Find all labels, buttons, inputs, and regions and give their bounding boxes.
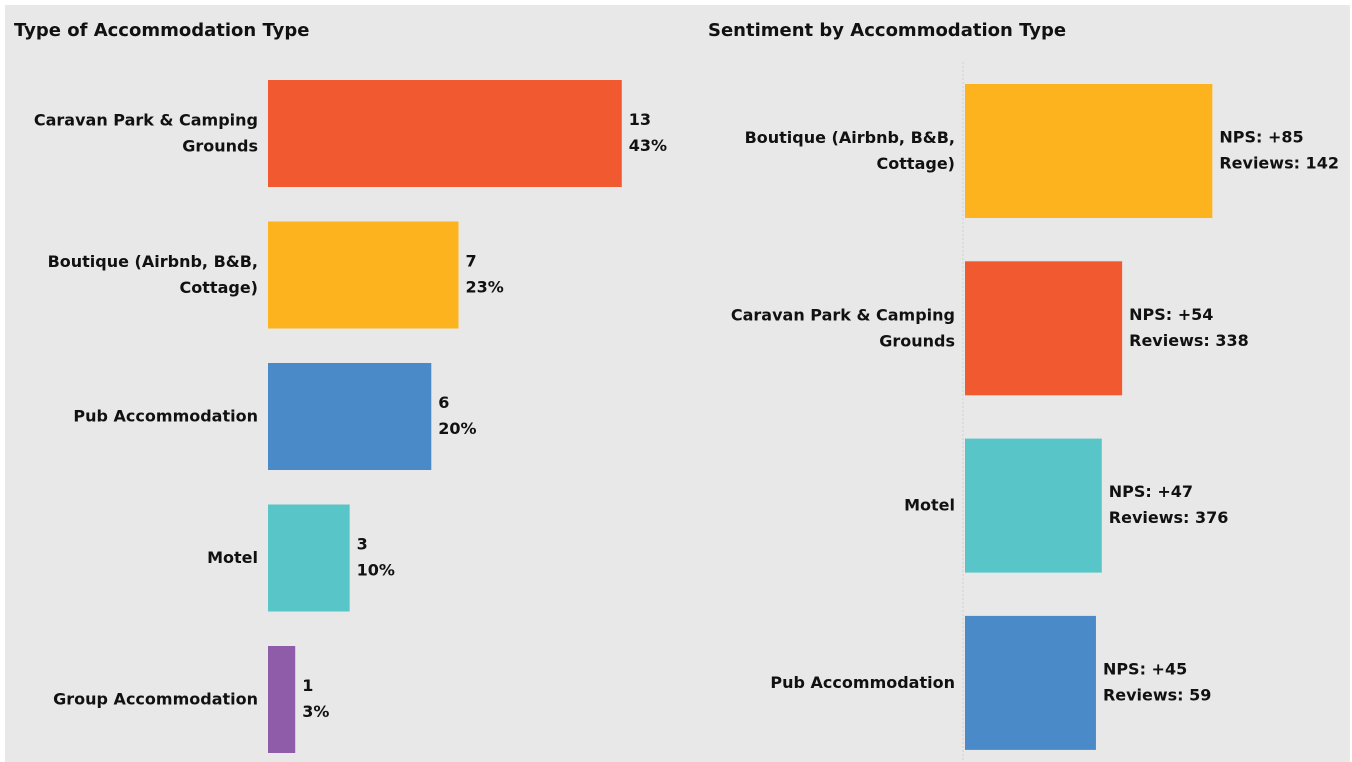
chart-title: Sentiment by Accommodation Type <box>708 20 1066 41</box>
bar <box>268 80 622 187</box>
secondary-label: 10% <box>357 561 395 580</box>
category-label: Caravan Park & Camping Grounds <box>731 305 955 350</box>
category-label: Pub Accommodation <box>73 406 258 425</box>
value-label: NPS: +54 <box>1129 305 1213 324</box>
value-label: 6 <box>438 393 449 412</box>
value-label: 1 <box>302 676 313 695</box>
category-label: Motel <box>207 548 258 567</box>
secondary-label: Reviews: 59 <box>1103 685 1211 704</box>
value-label: NPS: +85 <box>1219 128 1303 147</box>
category-label: Boutique (Airbnb, B&B, Cottage) <box>48 252 258 297</box>
bar <box>965 438 1102 573</box>
chart-title: Type of Accommodation Type <box>14 20 309 41</box>
value-label: 13 <box>629 110 651 129</box>
secondary-label: 3% <box>302 702 329 721</box>
value-label: 3 <box>357 535 368 554</box>
bar <box>965 84 1213 218</box>
category-label: Boutique (Airbnb, B&B, Cottage) <box>745 128 955 173</box>
bar <box>965 615 1096 750</box>
bar <box>268 504 350 612</box>
secondary-label: 43% <box>629 136 667 155</box>
category-label: Motel <box>904 495 955 514</box>
secondary-label: 23% <box>466 278 504 297</box>
category-label: Pub Accommodation <box>770 672 955 691</box>
value-label: 7 <box>466 252 477 271</box>
category-label: Group Accommodation <box>53 689 258 708</box>
secondary-label: Reviews: 376 <box>1109 508 1229 527</box>
value-label: NPS: +47 <box>1109 482 1193 501</box>
secondary-label: 20% <box>438 419 476 438</box>
secondary-label: Reviews: 338 <box>1129 331 1249 350</box>
bar <box>268 221 459 329</box>
category-label: Caravan Park & Camping Grounds <box>34 110 258 155</box>
bar <box>268 363 432 470</box>
secondary-label: Reviews: 142 <box>1219 154 1339 173</box>
bar <box>268 646 296 753</box>
bar <box>965 261 1123 396</box>
value-label: NPS: +45 <box>1103 659 1187 678</box>
